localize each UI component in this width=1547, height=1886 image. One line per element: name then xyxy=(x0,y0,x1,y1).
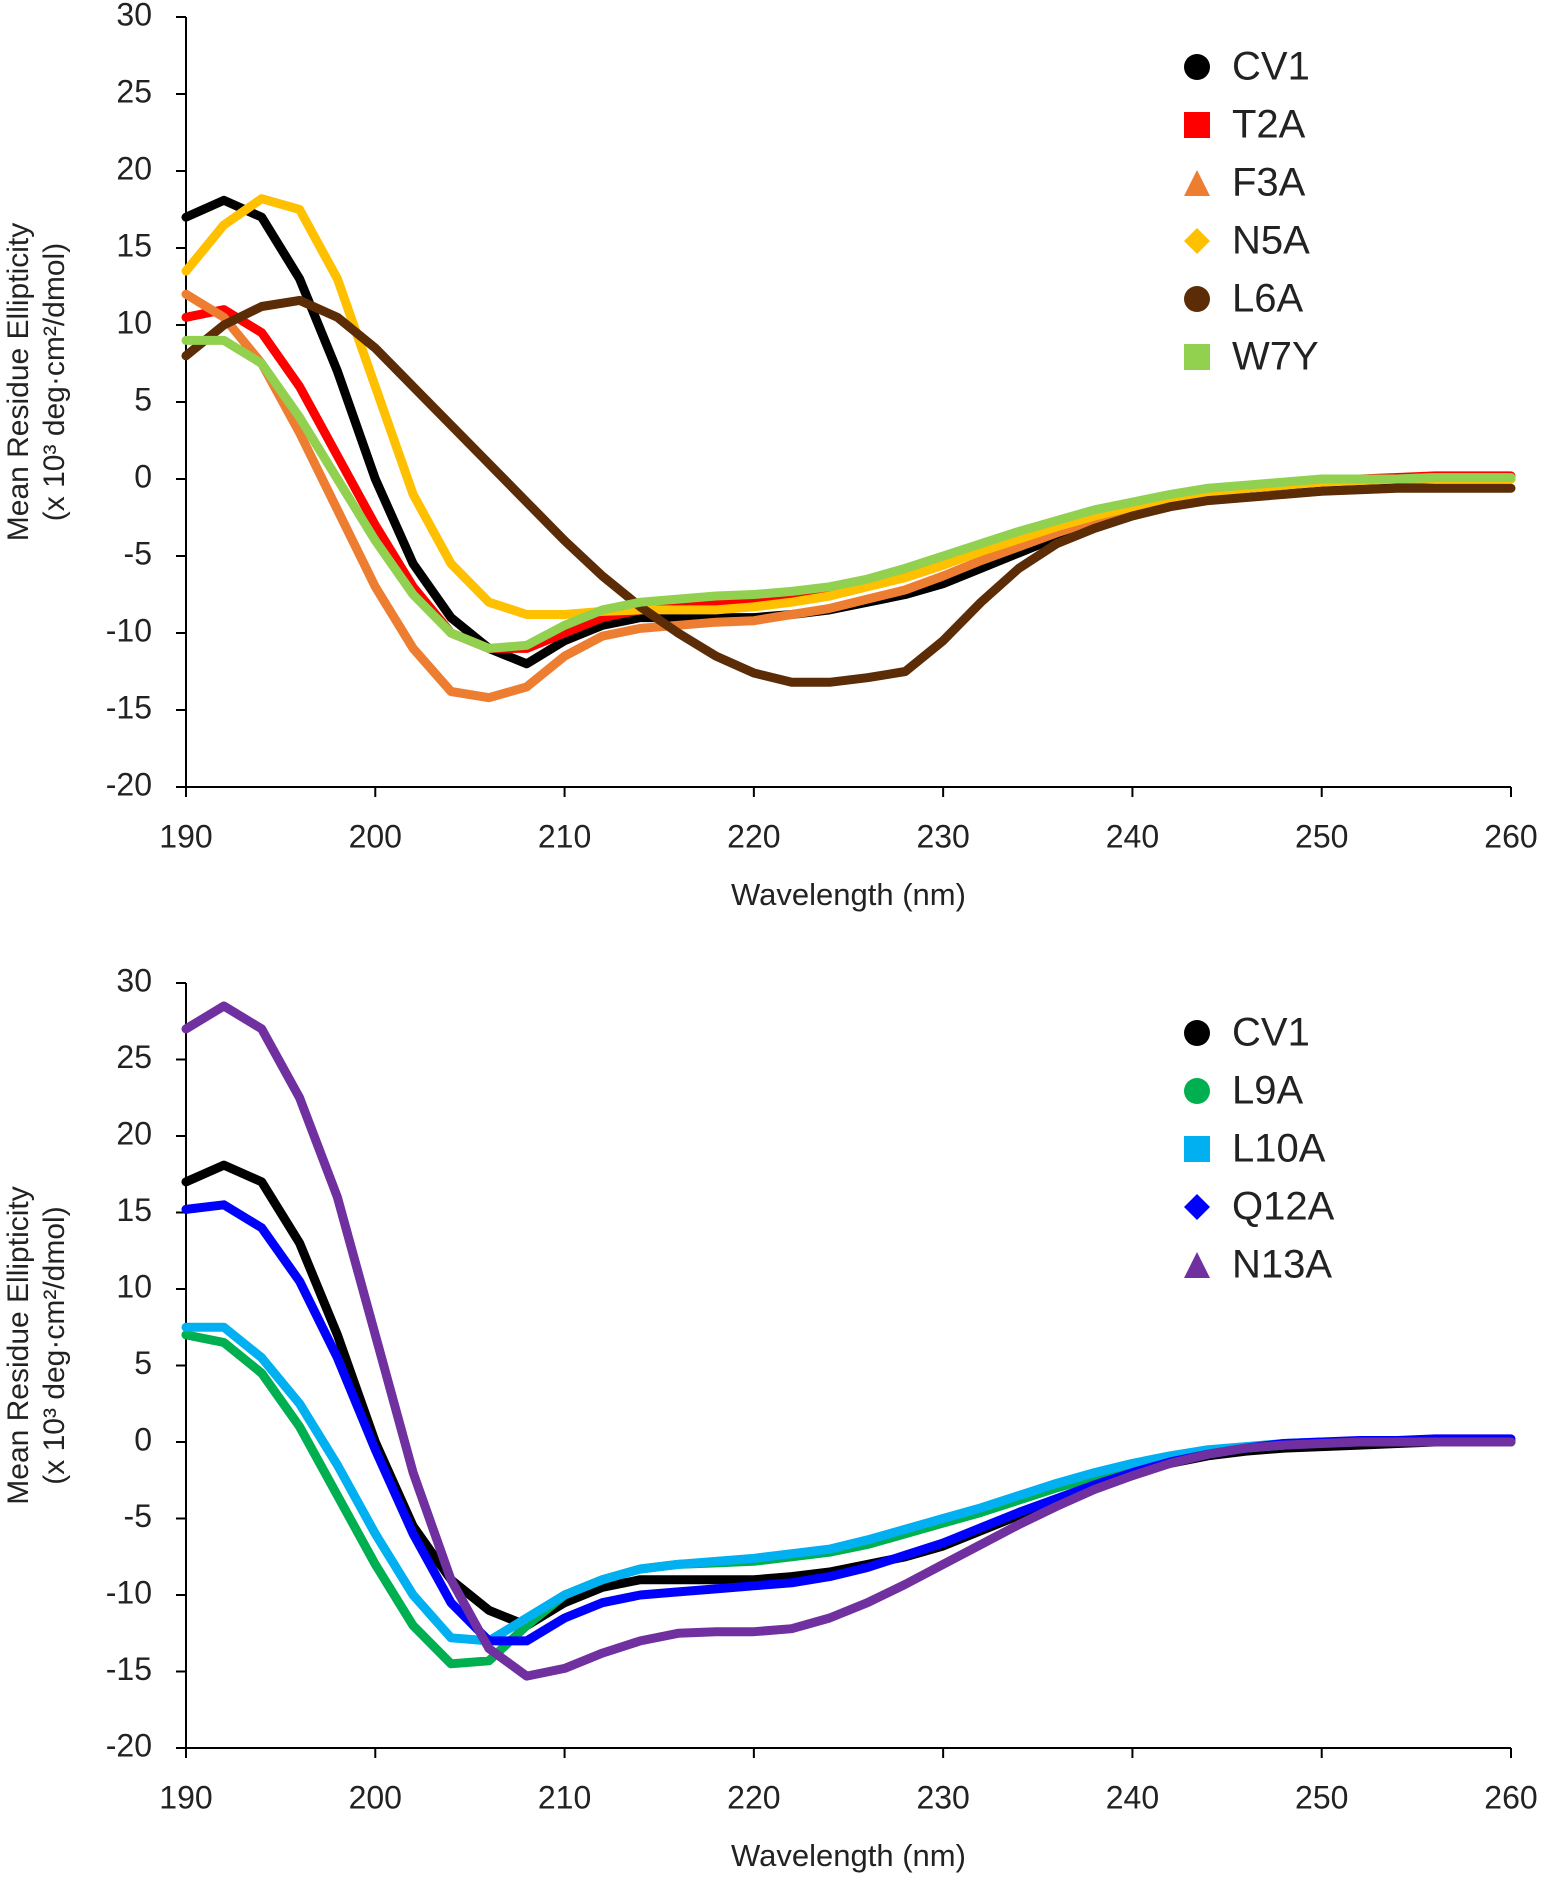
y-tick-label: 0 xyxy=(134,1421,152,1457)
x-tick-label: 210 xyxy=(538,818,591,854)
legend-marker xyxy=(1184,286,1210,312)
y-tick-label: -10 xyxy=(106,612,152,648)
x-tick-label: 220 xyxy=(727,818,780,854)
legend-marker xyxy=(1184,1136,1210,1162)
series-line xyxy=(181,295,1516,687)
y-tick-label: 25 xyxy=(116,73,152,109)
x-tick-label: 250 xyxy=(1295,818,1348,854)
y-tick-label: 25 xyxy=(116,1039,152,1075)
y-tick-label: 30 xyxy=(116,962,152,998)
y-tick-label: -5 xyxy=(124,535,152,571)
legend-marker xyxy=(1184,344,1210,370)
legend-label: CV1 xyxy=(1232,1011,1310,1055)
x-tick-label: 230 xyxy=(916,1779,969,1815)
legend-label: N5A xyxy=(1232,219,1310,263)
legend-marker xyxy=(1184,1020,1210,1046)
legend-label: L6A xyxy=(1232,277,1303,321)
legend-marker xyxy=(1184,170,1210,196)
y-tick-label: 15 xyxy=(116,1192,152,1228)
y-tick-label: 0 xyxy=(134,458,152,494)
chart: -20 -15 -10 -5 0 5 10 15 20 25 30 190 200 210 220 230 24… xyxy=(2,962,1538,1873)
x-tick-label: 200 xyxy=(349,818,402,854)
y-tick-label: -20 xyxy=(106,766,152,802)
chart: -20 -15 -10 -5 0 5 10 15 20 25 30 190 200 210 220 230 24… xyxy=(2,0,1538,912)
legend-label: W7Y xyxy=(1232,335,1319,379)
legend-label: L9A xyxy=(1232,1069,1303,1113)
y-tick-label: 20 xyxy=(116,150,152,186)
legend-marker xyxy=(1184,54,1210,80)
series-line xyxy=(181,1001,1516,1681)
x-tick-label: 210 xyxy=(538,1779,591,1815)
x-tick-label: 240 xyxy=(1106,1779,1159,1815)
legend-label: CV1 xyxy=(1232,45,1310,89)
y-tick-label: 30 xyxy=(116,0,152,32)
y-tick-label: 15 xyxy=(116,227,152,263)
y-tick-label: -5 xyxy=(124,1498,152,1534)
y-tick-label: 5 xyxy=(134,1345,152,1381)
x-tick-label: 190 xyxy=(159,818,212,854)
y-axis-label: Mean Residue Ellipticity xyxy=(2,1186,35,1504)
y-axis-label: Mean Residue Ellipticity xyxy=(2,223,35,541)
legend-label: L10A xyxy=(1232,1127,1326,1171)
x-tick-label: 200 xyxy=(349,1779,402,1815)
x-tick-label: 260 xyxy=(1484,1779,1537,1815)
legend-marker xyxy=(1184,1194,1210,1220)
x-axis-label: Wavelength (nm) xyxy=(731,1838,966,1873)
y-tick-label: 10 xyxy=(116,304,152,340)
y-tick-label: -20 xyxy=(106,1727,152,1763)
x-tick-label: 230 xyxy=(916,818,969,854)
legend-marker xyxy=(1184,1078,1210,1104)
y-tick-label: 10 xyxy=(116,1268,152,1304)
y-tick-label: 20 xyxy=(116,1115,152,1151)
x-axis-label: Wavelength (nm) xyxy=(731,877,966,912)
y-tick-label: -10 xyxy=(106,1574,152,1610)
legend-label: T2A xyxy=(1232,103,1306,147)
legend-marker xyxy=(1184,112,1210,138)
legend-label: F3A xyxy=(1232,161,1306,205)
legend-marker xyxy=(1184,1252,1210,1278)
x-tick-label: 220 xyxy=(727,1779,780,1815)
y-axis-label: (x 10³ deg·cm²/dmol) xyxy=(38,1206,71,1484)
x-tick-label: 240 xyxy=(1106,818,1159,854)
y-tick-label: -15 xyxy=(106,1651,152,1687)
legend-label: Q12A xyxy=(1232,1185,1335,1229)
legend-marker xyxy=(1184,228,1210,254)
y-axis-label: (x 10³ deg·cm²/dmol) xyxy=(38,243,71,521)
x-tick-label: 260 xyxy=(1484,818,1537,854)
x-tick-label: 250 xyxy=(1295,1779,1348,1815)
y-tick-label: 5 xyxy=(134,381,152,417)
series-line xyxy=(181,335,1516,653)
y-tick-label: -15 xyxy=(106,689,152,725)
legend-label: N13A xyxy=(1232,1243,1332,1287)
x-tick-label: 190 xyxy=(159,1779,212,1815)
